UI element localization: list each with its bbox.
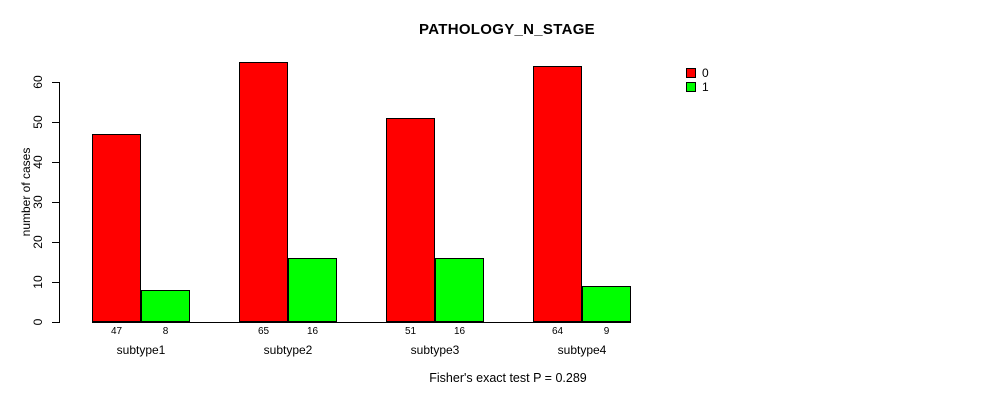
bar-subtype1-series-1 (141, 290, 190, 322)
stat-annotation: Fisher's exact test P = 0.289 (429, 371, 587, 385)
y-tick-label: 20 (31, 235, 45, 249)
bar-subtype2-series-0 (239, 62, 288, 322)
category-label-subtype4: subtype4 (557, 343, 607, 357)
y-tick-mark (52, 162, 59, 163)
bar-value-label: 64 (551, 326, 564, 337)
legend-swatch-icon (686, 82, 696, 92)
category-label-subtype3: subtype3 (410, 343, 460, 357)
y-tick-label: 60 (31, 75, 45, 89)
y-tick-mark (52, 122, 59, 123)
legend-label: 0 (702, 66, 709, 80)
y-tick-mark (52, 282, 59, 283)
bar-subtype4-series-0 (533, 66, 582, 322)
y-tick-label: 40 (31, 155, 45, 169)
legend-item-1: 1 (686, 80, 709, 94)
y-tick-label: 50 (31, 115, 45, 129)
y-tick-label: 0 (31, 318, 45, 326)
y-axis-line (59, 82, 60, 323)
bar-value-label: 16 (306, 326, 319, 337)
bar-subtype3-series-0 (386, 118, 435, 322)
bar-value-label: 16 (453, 326, 466, 337)
bar-value-label: 9 (603, 326, 610, 337)
bar-subtype2-series-1 (288, 258, 337, 322)
chart-title: PATHOLOGY_N_STAGE (419, 21, 595, 38)
category-label-subtype1: subtype1 (116, 343, 166, 357)
y-tick-mark (52, 322, 59, 323)
y-tick-mark (52, 242, 59, 243)
x-axis-line (92, 322, 631, 323)
bar-subtype3-series-1 (435, 258, 484, 322)
bar-subtype4-series-1 (582, 286, 631, 322)
legend-swatch-icon (686, 68, 696, 78)
bar-value-label: 8 (162, 326, 169, 337)
legend-item-0: 0 (686, 66, 709, 80)
category-label-subtype2: subtype2 (263, 343, 313, 357)
y-tick-mark (52, 82, 59, 83)
bar-value-label: 51 (404, 326, 417, 337)
bar-value-label: 47 (110, 326, 123, 337)
y-tick-label: 10 (31, 275, 45, 289)
legend-label: 1 (702, 80, 709, 94)
bar-value-label: 65 (257, 326, 270, 337)
y-tick-mark (52, 202, 59, 203)
y-tick-label: 30 (31, 195, 45, 209)
bar-subtype1-series-0 (92, 134, 141, 322)
